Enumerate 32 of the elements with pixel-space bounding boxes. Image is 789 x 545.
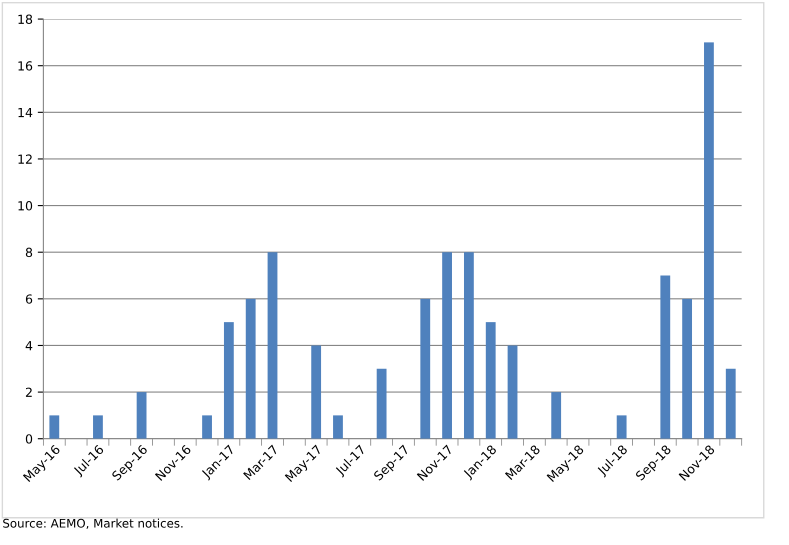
bar [136,392,146,439]
bar [682,298,692,439]
bar [726,368,736,439]
y-tick-label: 18 [18,14,32,24]
bar [486,322,496,439]
y-tick-label: 12 [18,154,32,164]
y-tick-label: 8 [26,248,32,258]
y-tick-label: 0 [26,434,32,444]
bar [93,415,103,439]
y-tick-label: 10 [18,201,32,211]
y-tick-label: 6 [26,294,32,304]
bar [616,415,627,439]
y-tick-label: 16 [18,61,32,71]
bar [660,276,670,439]
bar [551,392,562,439]
y-tick-label: 14 [18,108,32,118]
bar [268,252,278,439]
bar [224,322,234,439]
bar [704,42,714,439]
y-tick-label: 2 [26,388,32,397]
bar [464,252,474,439]
y-tick-label: 4 [26,341,32,350]
bar [246,298,256,439]
bar [420,298,430,439]
bar [49,415,60,439]
bar [311,345,322,439]
bar [508,345,518,439]
bar [333,415,343,439]
bar [202,415,212,439]
source-note: Source: AEMO, Market notices. [3,518,182,529]
bar [376,368,387,439]
bar [442,252,452,439]
